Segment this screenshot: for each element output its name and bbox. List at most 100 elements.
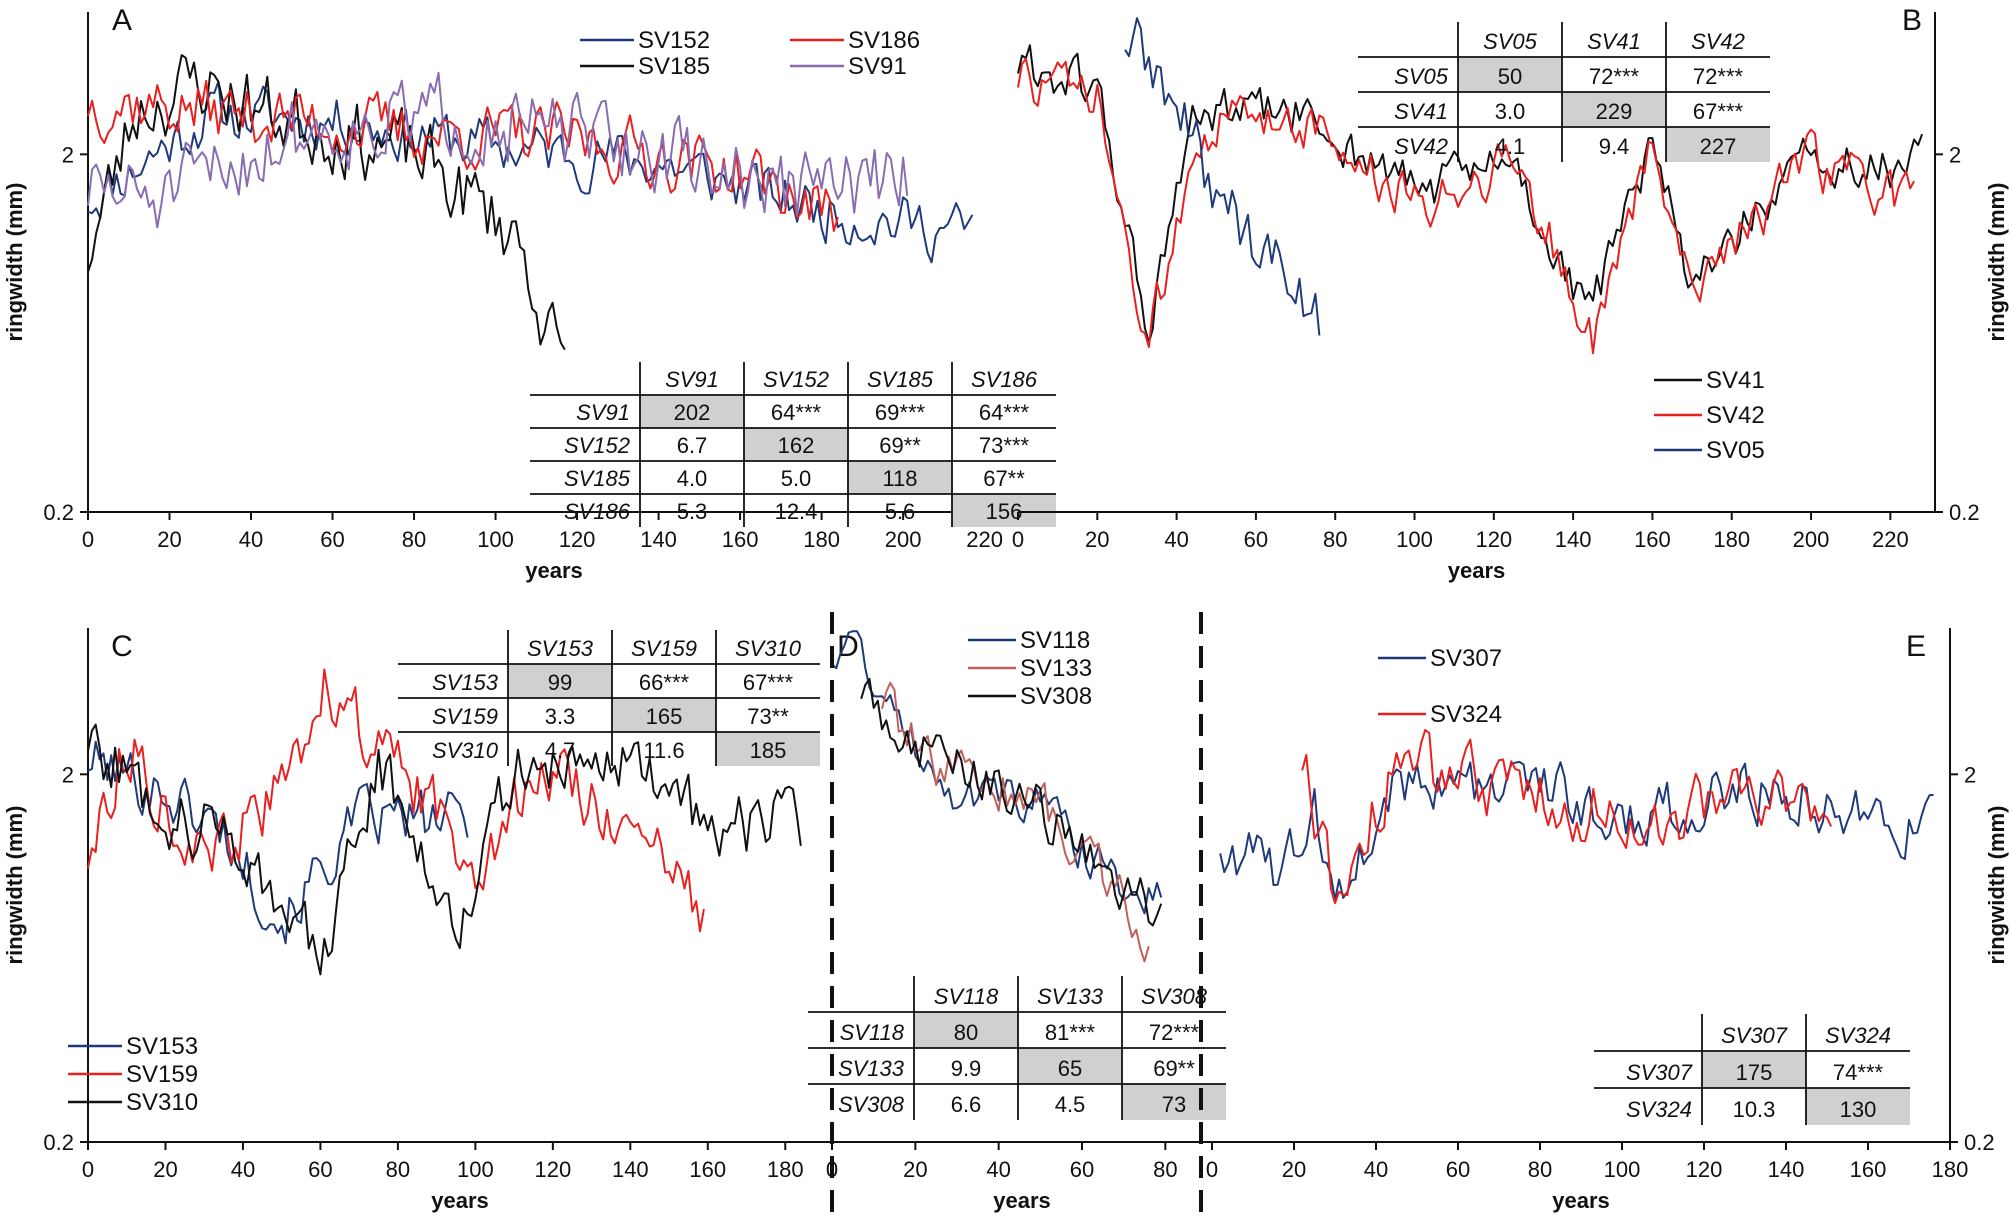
x-tick-label: 0 xyxy=(1206,1157,1218,1182)
table-cell: 9.9 xyxy=(951,1056,982,1081)
series-line-sv05 xyxy=(1124,17,1321,336)
table-cell: 67** xyxy=(983,466,1025,491)
series-line-sv324 xyxy=(1301,729,1833,905)
table-col-header: SV118 xyxy=(934,984,999,1009)
y-tick-label: 2 xyxy=(62,762,74,787)
table-diagonal-cell xyxy=(952,494,1056,527)
table-diagonal-cell xyxy=(640,395,744,428)
series-line-sv308 xyxy=(860,677,1163,927)
table-cell: 4.0 xyxy=(677,466,708,491)
table-col-header: SV310 xyxy=(735,636,802,661)
x-tick-label: 180 xyxy=(767,1157,804,1182)
x-axis-title: years xyxy=(993,1188,1051,1213)
table-col-header: SV05 xyxy=(1483,29,1538,54)
x-tick-label: 20 xyxy=(903,1157,927,1182)
x-tick-label: 60 xyxy=(320,527,344,552)
y-tick-label: 2 xyxy=(62,142,74,167)
legend-label: SV91 xyxy=(848,53,907,80)
table-row-header: SV310 xyxy=(432,738,499,763)
x-tick-label: 200 xyxy=(885,527,922,552)
table-row-header: SV05 xyxy=(1394,64,1449,89)
y-tick-label: 0.2 xyxy=(1949,500,1980,525)
y-axis-title: ringwidth (mm) xyxy=(2,183,27,342)
table-cell: 72*** xyxy=(1149,1020,1200,1045)
table-col-header: SV152 xyxy=(763,367,829,392)
x-tick-label: 100 xyxy=(457,1157,494,1182)
table-cell: 5.6 xyxy=(885,499,916,524)
table-cell: 5.0 xyxy=(781,466,812,491)
table-col-header: SV186 xyxy=(971,367,1038,392)
x-tick-label: 180 xyxy=(803,527,840,552)
table-cell: 50 xyxy=(1498,64,1522,89)
table-cell: 118 xyxy=(882,466,917,491)
legend-label: SV118 xyxy=(1020,627,1090,654)
x-tick-label: 220 xyxy=(1872,527,1909,552)
x-tick-label: 20 xyxy=(1282,1157,1306,1182)
x-tick-label: 80 xyxy=(402,527,426,552)
table-cell: 64*** xyxy=(771,400,822,425)
table-cell: 4.7 xyxy=(545,738,576,763)
y-axis-title: ringwidth (mm) xyxy=(1984,183,2009,342)
legend: SV307 SV324 xyxy=(1378,645,1502,728)
table-cell: 80 xyxy=(954,1020,978,1045)
x-tick-label: 140 xyxy=(612,1157,649,1182)
series-line-sv91 xyxy=(87,71,909,229)
x-tick-label: 180 xyxy=(1713,527,1750,552)
x-tick-label: 20 xyxy=(153,1157,177,1182)
x-tick-label: 160 xyxy=(722,527,759,552)
table-cell: 65 xyxy=(1058,1056,1082,1081)
correlation-table: SV307 SV324 SV307 175 74*** SV324 10.3 130 xyxy=(1594,1014,1910,1125)
y-tick-label: 2 xyxy=(1964,762,1976,787)
legend-label: SV186 xyxy=(848,27,920,54)
x-tick-label: 20 xyxy=(1085,527,1109,552)
table-diagonal-cell xyxy=(848,461,952,494)
legend-label: SV185 xyxy=(638,53,710,80)
x-tick-label: 200 xyxy=(1793,527,1830,552)
table-diagonal-cell xyxy=(612,698,716,732)
x-tick-label: 120 xyxy=(1475,527,1512,552)
table-diagonal-cell xyxy=(914,1012,1018,1048)
table-col-header: SV159 xyxy=(631,636,697,661)
table-cell: 67*** xyxy=(743,670,794,695)
x-tick-label: 140 xyxy=(1768,1157,1805,1182)
table-cell: 73*** xyxy=(979,433,1030,458)
x-tick-label: 60 xyxy=(1070,1157,1094,1182)
x-tick-label: 140 xyxy=(640,527,677,552)
table-cell: 6.6 xyxy=(951,1092,982,1117)
panel-a: 0 20 40 60 80 100 120 140 160 180 200 220 years 0.2 2 r… xyxy=(2,4,1056,583)
legend-label: SV05 xyxy=(1706,437,1765,464)
y-tick-label: 0.2 xyxy=(43,500,74,525)
table-cell: 227 xyxy=(1700,134,1737,159)
table-cell: 99 xyxy=(548,670,572,695)
x-tick-label: 40 xyxy=(986,1157,1010,1182)
series-line-sv307 xyxy=(1219,760,1934,902)
y-tick-label: 2 xyxy=(1949,142,1961,167)
legend-label: SV307 xyxy=(1430,645,1502,672)
series-line-sv185 xyxy=(87,54,566,351)
table-cell: 69*** xyxy=(875,400,926,425)
table-cell: 73 xyxy=(1162,1092,1186,1117)
table-cell: 72*** xyxy=(1589,64,1640,89)
table-row-header: SV42 xyxy=(1394,134,1448,159)
x-tick-label: 40 xyxy=(1364,1157,1388,1182)
table-cell: 185 xyxy=(750,738,787,763)
legend-label: SV42 xyxy=(1706,402,1765,429)
correlation-table: SV91 SV152 SV185 SV186 SV91 202 64*** 69*** 64**… xyxy=(530,362,1056,527)
x-tick-label: 100 xyxy=(477,527,514,552)
panel-letter: B xyxy=(1902,4,1922,37)
y-tick-label: 0.2 xyxy=(1964,1130,1995,1155)
x-tick-label: 120 xyxy=(559,527,596,552)
table-row-header: SV152 xyxy=(564,433,630,458)
x-tick-label: 220 xyxy=(966,527,1003,552)
table-cell: 175 xyxy=(1736,1060,1773,1085)
legend-label: SV133 xyxy=(1020,655,1092,682)
legend-label: SV153 xyxy=(126,1033,198,1060)
table-cell: 12.4 xyxy=(775,499,818,524)
panel-c: 0 20 40 60 80 100 120 140 160 180 years 0.2 2 ringwid… xyxy=(2,628,832,1213)
table-diagonal-cell xyxy=(508,664,612,698)
table-col-header: SV324 xyxy=(1825,1023,1891,1048)
x-tick-label: 0 xyxy=(82,527,94,552)
x-tick-label: 40 xyxy=(239,527,263,552)
